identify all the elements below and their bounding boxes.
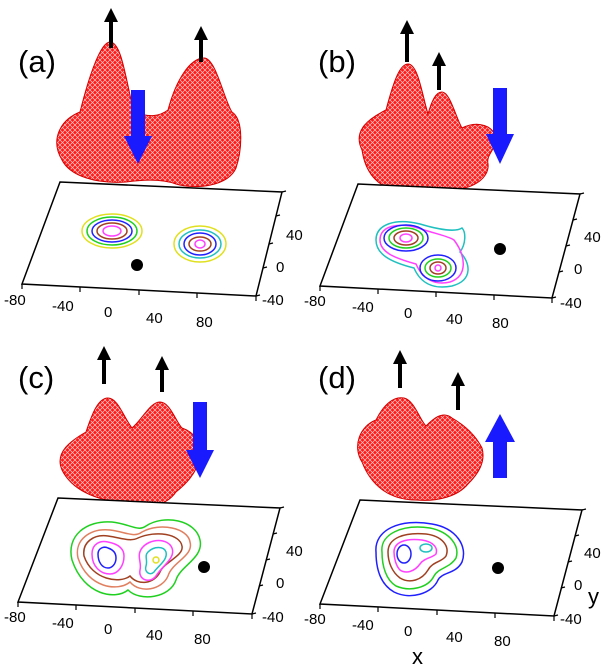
panel-a-contours-left bbox=[81, 213, 143, 249]
panel-c-big-down-arrow-icon bbox=[186, 402, 214, 478]
x-tick-label: 40 bbox=[146, 627, 163, 644]
panel-a-surface bbox=[56, 41, 242, 188]
panel-d-contours bbox=[375, 521, 465, 597]
x-tick-label: -80 bbox=[4, 609, 26, 626]
x-tick-label: 80 bbox=[492, 315, 509, 332]
y-tick-label: 40 bbox=[584, 229, 601, 246]
y-tick-label: 0 bbox=[574, 577, 582, 594]
x-tick-label: 0 bbox=[404, 623, 412, 640]
x-tick-label: 0 bbox=[104, 621, 112, 638]
y-tick-label: 40 bbox=[286, 227, 303, 244]
y-tick-label: 40 bbox=[286, 543, 303, 560]
y-tick-label: -40 bbox=[560, 295, 582, 312]
panel-c-dot bbox=[198, 561, 210, 573]
panel-c-contours bbox=[70, 519, 202, 598]
panel-c-small-arrow-1 bbox=[97, 346, 111, 384]
panel-c: (c) bbox=[4, 346, 303, 648]
panel-a-big-down-arrow-icon bbox=[124, 90, 152, 164]
y-tick-label: 0 bbox=[574, 261, 582, 278]
panel-b-small-arrow-2 bbox=[432, 52, 446, 90]
panel-b-dot bbox=[494, 243, 506, 255]
panel-c-x-ticks: -80 -40 0 40 80 bbox=[4, 609, 211, 648]
x-tick-label: 0 bbox=[104, 304, 112, 321]
panel-b-x-ticks: -80 -40 0 40 80 bbox=[304, 293, 509, 332]
x-tick-label: 40 bbox=[446, 629, 463, 646]
panel-c-small-arrow-2 bbox=[155, 356, 169, 392]
panel-d-x-ticks: -80 -40 0 40 80 bbox=[304, 611, 511, 650]
x-tick-label: 40 bbox=[446, 311, 463, 328]
panel-a: (a) bbox=[4, 8, 303, 331]
x-tick-label: -80 bbox=[4, 292, 26, 309]
panel-d-base-plane bbox=[318, 499, 587, 621]
panel-d-surface bbox=[357, 397, 484, 501]
x-tick-label: -40 bbox=[352, 299, 374, 316]
x-tick-label: -80 bbox=[304, 293, 326, 310]
panel-b-base-plane bbox=[318, 183, 585, 303]
panel-b: (b) bbox=[304, 20, 601, 332]
panel-a-x-ticks: -80 -40 0 40 80 bbox=[4, 292, 213, 331]
panel-d-y-ticks: 40 0 -40 bbox=[560, 545, 601, 628]
panel-b-small-arrow-1 bbox=[400, 20, 414, 62]
x-tick-label: -40 bbox=[52, 615, 74, 632]
y-tick-label: 40 bbox=[584, 545, 601, 562]
y-tick-label: 0 bbox=[276, 259, 284, 276]
y-tick-label: -40 bbox=[262, 609, 284, 626]
panel-a-dot bbox=[131, 259, 143, 271]
x-tick-label: 80 bbox=[196, 314, 213, 331]
panel-c-surface bbox=[59, 397, 202, 507]
panel-d-big-up-arrow-icon bbox=[485, 414, 515, 478]
x-tick-label: -40 bbox=[52, 298, 74, 315]
panel-b-surface bbox=[358, 63, 497, 195]
x-axis-label: x bbox=[412, 644, 423, 669]
y-tick-label: -40 bbox=[262, 292, 284, 309]
panel-c-y-ticks: 40 0 -40 bbox=[262, 543, 303, 626]
panel-c-label: (c) bbox=[18, 360, 54, 395]
panel-b-y-ticks: 40 0 -40 bbox=[560, 229, 601, 312]
x-tick-label: 0 bbox=[404, 305, 412, 322]
panel-a-base-plane bbox=[20, 181, 287, 301]
panel-a-label: (a) bbox=[18, 44, 56, 79]
x-tick-label: 80 bbox=[494, 633, 511, 650]
panel-a-contours-right bbox=[173, 225, 227, 263]
panel-d-label: (d) bbox=[318, 360, 356, 395]
panel-a-small-arrow-2 bbox=[194, 26, 208, 62]
x-tick-label: 40 bbox=[146, 310, 163, 327]
panel-c-base-plane bbox=[16, 497, 285, 619]
x-tick-label: -80 bbox=[304, 611, 326, 628]
panel-d-small-arrow-1 bbox=[393, 350, 407, 388]
panel-b-label: (b) bbox=[318, 44, 356, 79]
panel-d-dot bbox=[492, 562, 504, 574]
panel-d-small-arrow-2 bbox=[451, 372, 465, 410]
panel-d: (d) -80 bbox=[304, 350, 601, 669]
y-tick-label: 0 bbox=[276, 575, 284, 592]
x-tick-label: 80 bbox=[194, 631, 211, 648]
panel-b-big-down-arrow-icon bbox=[486, 88, 514, 164]
panel-b-contours bbox=[375, 220, 469, 288]
y-axis-label: y bbox=[588, 584, 599, 609]
x-tick-label: -40 bbox=[352, 617, 374, 634]
panel-a-y-ticks: 40 0 -40 bbox=[262, 227, 303, 309]
y-tick-label: -40 bbox=[560, 611, 582, 628]
panel-a-small-arrow-1 bbox=[104, 8, 118, 48]
